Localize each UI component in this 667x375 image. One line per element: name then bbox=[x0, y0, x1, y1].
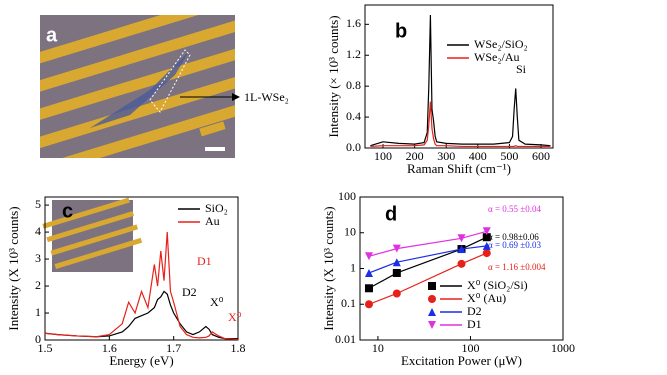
x-axis-label: Energy (eV) bbox=[109, 353, 173, 368]
point bbox=[482, 233, 491, 242]
annotation: X⁰ bbox=[210, 295, 224, 309]
y-tick-label: 3 bbox=[35, 251, 41, 265]
legend-label: D1 bbox=[467, 317, 482, 331]
plot-frame bbox=[44, 196, 239, 341]
annotation: X⁰ bbox=[228, 310, 242, 324]
point bbox=[482, 249, 491, 258]
panel-label: a bbox=[46, 24, 58, 46]
y-tick-label: 0 bbox=[35, 332, 41, 346]
legend-label: SiO₂ bbox=[205, 201, 228, 215]
annotation: D2 bbox=[182, 285, 197, 299]
y-tick-label: 5 bbox=[35, 197, 41, 211]
panel-label: b bbox=[395, 20, 407, 42]
plot-frame bbox=[364, 4, 554, 149]
point bbox=[457, 245, 466, 254]
point bbox=[457, 259, 466, 268]
x-axis-label: Raman Shift (cm⁻¹) bbox=[407, 161, 511, 176]
x-tick-label: 1.5 bbox=[38, 341, 53, 355]
legend-label: WSe₂/SiO₂ bbox=[474, 37, 528, 51]
point bbox=[364, 252, 373, 261]
series-line bbox=[44, 290, 238, 340]
fit-line bbox=[368, 236, 488, 289]
point bbox=[364, 300, 373, 309]
y-tick-label: 0.0 bbox=[346, 140, 361, 154]
legend-label: D2 bbox=[467, 304, 482, 318]
x-tick-label: 1000 bbox=[551, 341, 575, 355]
point bbox=[392, 258, 401, 267]
legend-label: X⁰ (Au) bbox=[467, 291, 506, 305]
point bbox=[392, 289, 401, 298]
y-tick-label: 1 bbox=[35, 305, 41, 319]
y-tick-label: 0.01 bbox=[335, 332, 356, 346]
legend-label: X⁰ (SiO₂/Si) bbox=[467, 278, 528, 292]
series-line bbox=[370, 101, 551, 148]
point bbox=[482, 241, 491, 250]
fit-line bbox=[368, 245, 487, 274]
fit-line bbox=[368, 252, 487, 305]
y-tick-label: 100 bbox=[338, 189, 356, 203]
point bbox=[392, 268, 401, 277]
y-tick-label: 1.6 bbox=[346, 16, 361, 30]
point bbox=[457, 234, 466, 243]
x-tick-label: 100 bbox=[461, 341, 479, 355]
annotation: α = 1.16 ±0.004 bbox=[488, 262, 546, 272]
legend-marker bbox=[428, 321, 436, 329]
legend-label: WSe₂/Au bbox=[474, 50, 520, 64]
legend-label: Au bbox=[205, 214, 220, 228]
legend-marker bbox=[428, 282, 436, 290]
x-tick-label: 100 bbox=[374, 149, 392, 163]
x-tick-label: 1.8 bbox=[231, 341, 246, 355]
y-tick-label: 0.8 bbox=[346, 78, 361, 92]
annotation: D1 bbox=[197, 254, 212, 268]
inset-image bbox=[42, 197, 143, 272]
annotation: α = 0.98±0.06 bbox=[488, 232, 539, 242]
y-tick-label: 2 bbox=[35, 278, 41, 292]
x-tick-label: 300 bbox=[437, 149, 455, 163]
x-tick-label: 1.7 bbox=[166, 341, 181, 355]
point bbox=[364, 268, 373, 277]
y-tick-label: 0.4 bbox=[346, 109, 361, 123]
panel-label: c bbox=[62, 200, 73, 222]
x-tick-label: 400 bbox=[469, 149, 487, 163]
annotation: α = 0.55 ±0.04 bbox=[488, 204, 541, 214]
y-tick-label: 1 bbox=[350, 260, 356, 274]
x-tick-label: 1.6 bbox=[102, 341, 117, 355]
panel-label: d bbox=[385, 203, 397, 225]
x-tick-label: 200 bbox=[406, 149, 424, 163]
y-tick-label: 10 bbox=[344, 225, 356, 239]
point bbox=[364, 284, 373, 293]
point bbox=[392, 244, 401, 253]
annotation: Si bbox=[516, 62, 527, 76]
x-tick-label: 500 bbox=[500, 149, 518, 163]
x-axis-label: Excitation Power (μW) bbox=[401, 353, 522, 368]
y-axis-label: Intensity (X 10³ counts) bbox=[321, 206, 336, 330]
series-line bbox=[44, 232, 239, 341]
legend-marker bbox=[428, 295, 436, 303]
micrograph bbox=[40, 15, 240, 158]
y-tick-label: 4 bbox=[35, 224, 41, 238]
y-tick-label: 1.2 bbox=[346, 47, 361, 61]
y-tick-label: 0.1 bbox=[341, 296, 356, 310]
series-line bbox=[370, 15, 551, 147]
legend-marker bbox=[428, 308, 436, 316]
y-axis-label: Intensity (× 10³ counts) bbox=[326, 15, 341, 137]
fit-line bbox=[368, 230, 487, 257]
x-tick-label: 600 bbox=[532, 149, 550, 163]
x-tick-label: 10 bbox=[372, 341, 384, 355]
annotation: α = 0.69 ±0.03 bbox=[488, 240, 541, 250]
annotation: 1L-WSe₂ bbox=[244, 90, 289, 104]
y-axis-label: Intensity (X 10³ counts) bbox=[6, 206, 21, 330]
point bbox=[482, 227, 491, 236]
